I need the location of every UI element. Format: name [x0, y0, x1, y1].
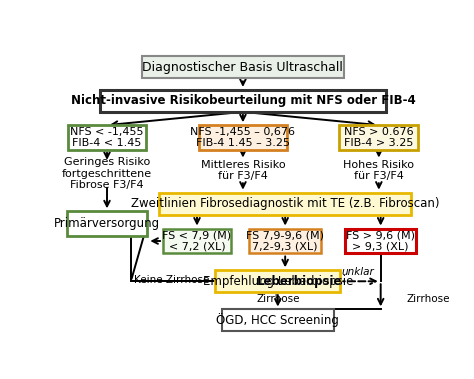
- FancyBboxPatch shape: [339, 125, 419, 150]
- FancyBboxPatch shape: [159, 193, 411, 215]
- Text: unklar: unklar: [341, 267, 374, 277]
- Text: Leberbiopsie: Leberbiopsie: [256, 275, 342, 288]
- FancyBboxPatch shape: [142, 56, 344, 78]
- Text: Zirrhose: Zirrhose: [406, 294, 450, 304]
- FancyBboxPatch shape: [100, 90, 386, 112]
- FancyBboxPatch shape: [199, 125, 287, 150]
- FancyBboxPatch shape: [249, 229, 321, 254]
- Text: Nicht-invasive Risikobeurteilung mit NFS oder FIB-4: Nicht-invasive Risikobeurteilung mit NFS…: [71, 94, 415, 107]
- Text: FS < 7,9 (M)
< 7,2 (XL): FS < 7,9 (M) < 7,2 (XL): [163, 230, 232, 252]
- Text: Zweitlinien Fibrosediagnostik mit TE (z.B. Fibroscan): Zweitlinien Fibrosediagnostik mit TE (z.…: [131, 197, 439, 210]
- Text: Zirrhose: Zirrhose: [256, 294, 300, 304]
- Text: ÖGD, HCC Screening: ÖGD, HCC Screening: [217, 313, 339, 327]
- Text: Keine Zirrhose: Keine Zirrhose: [134, 276, 209, 285]
- FancyBboxPatch shape: [67, 125, 146, 150]
- Text: FS 7,9-9,6 (M)
7,2-9,3 (XL): FS 7,9-9,6 (M) 7,2-9,3 (XL): [246, 230, 324, 252]
- Text: NFS > 0.676
FIB-4 > 3.25: NFS > 0.676 FIB-4 > 3.25: [344, 127, 414, 148]
- Text: Geringes Risiko
fortgeschrittene
Fibrose F3/F4: Geringes Risiko fortgeschrittene Fibrose…: [62, 157, 152, 191]
- Text: Diagnostischer Basis Ultraschall: Diagnostischer Basis Ultraschall: [143, 61, 343, 74]
- Text: Empfehlung Leberbiopsie: Empfehlung Leberbiopsie: [203, 275, 353, 288]
- Text: Leberbiopsie: Leberbiopsie: [256, 275, 342, 288]
- Text: NFS < -1,455
FIB-4 < 1.45: NFS < -1,455 FIB-4 < 1.45: [70, 127, 144, 148]
- FancyBboxPatch shape: [66, 211, 147, 236]
- FancyBboxPatch shape: [345, 229, 417, 254]
- FancyBboxPatch shape: [222, 309, 334, 331]
- Text: FS > 9,6 (M)
> 9,3 (XL): FS > 9,6 (M) > 9,3 (XL): [346, 230, 415, 252]
- FancyBboxPatch shape: [215, 270, 340, 292]
- Text: Hohes Risiko
für F3/F4: Hohes Risiko für F3/F4: [343, 160, 414, 181]
- Text: Primärversorgung: Primärversorgung: [54, 217, 160, 230]
- Text: NFS -1,455 – 0,676
FIB-4 1.45 – 3.25: NFS -1,455 – 0,676 FIB-4 1.45 – 3.25: [191, 127, 295, 148]
- FancyBboxPatch shape: [163, 229, 231, 254]
- Text: Mittleres Risiko
für F3/F4: Mittleres Risiko für F3/F4: [201, 160, 285, 181]
